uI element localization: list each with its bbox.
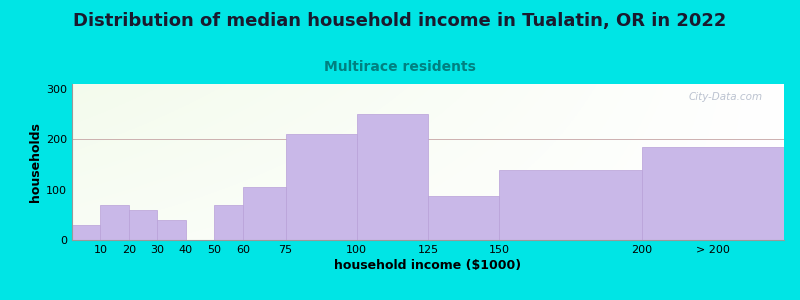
Y-axis label: households: households — [29, 122, 42, 202]
Bar — [286, 134, 357, 240]
X-axis label: household income ($1000): household income ($1000) — [334, 259, 522, 272]
Bar — [214, 205, 243, 240]
Bar — [129, 210, 158, 240]
Bar — [158, 220, 186, 240]
Text: City-Data.com: City-Data.com — [689, 92, 762, 102]
Text: Multirace residents: Multirace residents — [324, 60, 476, 74]
Bar — [499, 169, 642, 240]
Bar — [243, 187, 286, 240]
Bar — [357, 114, 428, 240]
Bar — [72, 225, 101, 240]
Bar — [101, 205, 129, 240]
Text: Distribution of median household income in Tualatin, OR in 2022: Distribution of median household income … — [74, 12, 726, 30]
Bar — [428, 196, 499, 240]
Bar — [642, 147, 784, 240]
